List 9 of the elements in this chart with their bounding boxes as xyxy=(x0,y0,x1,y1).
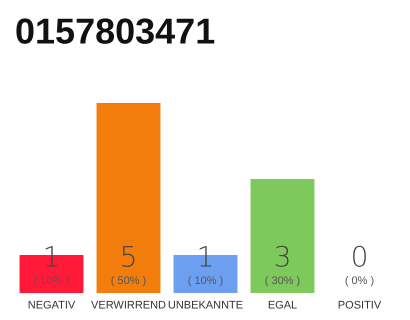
x-tick-label: POSITIV xyxy=(338,300,382,312)
data-label: 3 ( 30% ) xyxy=(264,240,300,287)
x-tick-label: NEGATIV xyxy=(28,300,76,312)
x-tick-label: VERWIRREND xyxy=(91,300,166,312)
x-tick-label: EGAL xyxy=(268,300,298,312)
data-label: 5 ( 50% ) xyxy=(110,240,146,287)
chart-title: 0157803471 xyxy=(15,10,216,52)
data-label: 0 ( 0% ) xyxy=(344,240,374,287)
x-tick-label: UNBEKANNTE xyxy=(168,300,244,312)
